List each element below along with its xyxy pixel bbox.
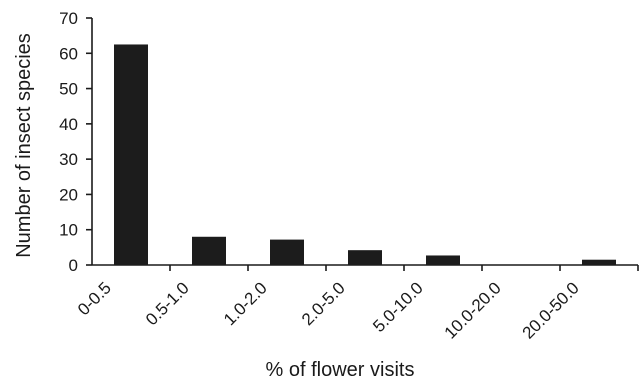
- y-tick-label: 0: [69, 256, 78, 275]
- bar-2.0-5.0: [348, 250, 382, 265]
- x-tick-label: 20.0-50.0: [519, 278, 583, 342]
- x-axis-title: % of flower visits: [266, 359, 415, 381]
- y-axis: 0 10 20 30 40 50 60 70: [59, 9, 93, 275]
- y-tick-label: 70: [59, 9, 78, 28]
- x-tick-label: 0-0.5: [74, 278, 115, 319]
- x-tick-label: 1.0-2.0: [220, 278, 271, 329]
- bar-1.0-2.0: [270, 239, 304, 265]
- y-tick-label: 60: [59, 44, 78, 63]
- bar-20.0-50.0: [582, 259, 616, 265]
- bars: [114, 44, 616, 265]
- y-tick-label: 30: [59, 150, 78, 169]
- y-tick-label: 20: [59, 185, 78, 204]
- bar-0-0.5: [114, 44, 148, 265]
- x-tick-label: 10.0-20.0: [441, 278, 505, 342]
- bar-0.5-1.0: [192, 236, 226, 265]
- x-tick-label: 0.5-1.0: [142, 278, 193, 329]
- y-axis-title: Number of insect species: [13, 33, 35, 258]
- x-tick-label: 5.0-10.0: [369, 278, 427, 336]
- bar-5.0-10.0: [426, 255, 460, 265]
- y-tick-label: 50: [59, 80, 78, 99]
- x-axis: 0-0.5 0.5-1.0 1.0-2.0 2.0-5.0 5.0-10.0 10.0-2…: [74, 264, 639, 343]
- x-tick-label: 2.0-5.0: [298, 278, 349, 329]
- y-tick-label: 10: [59, 221, 78, 240]
- y-tick-label: 40: [59, 115, 78, 134]
